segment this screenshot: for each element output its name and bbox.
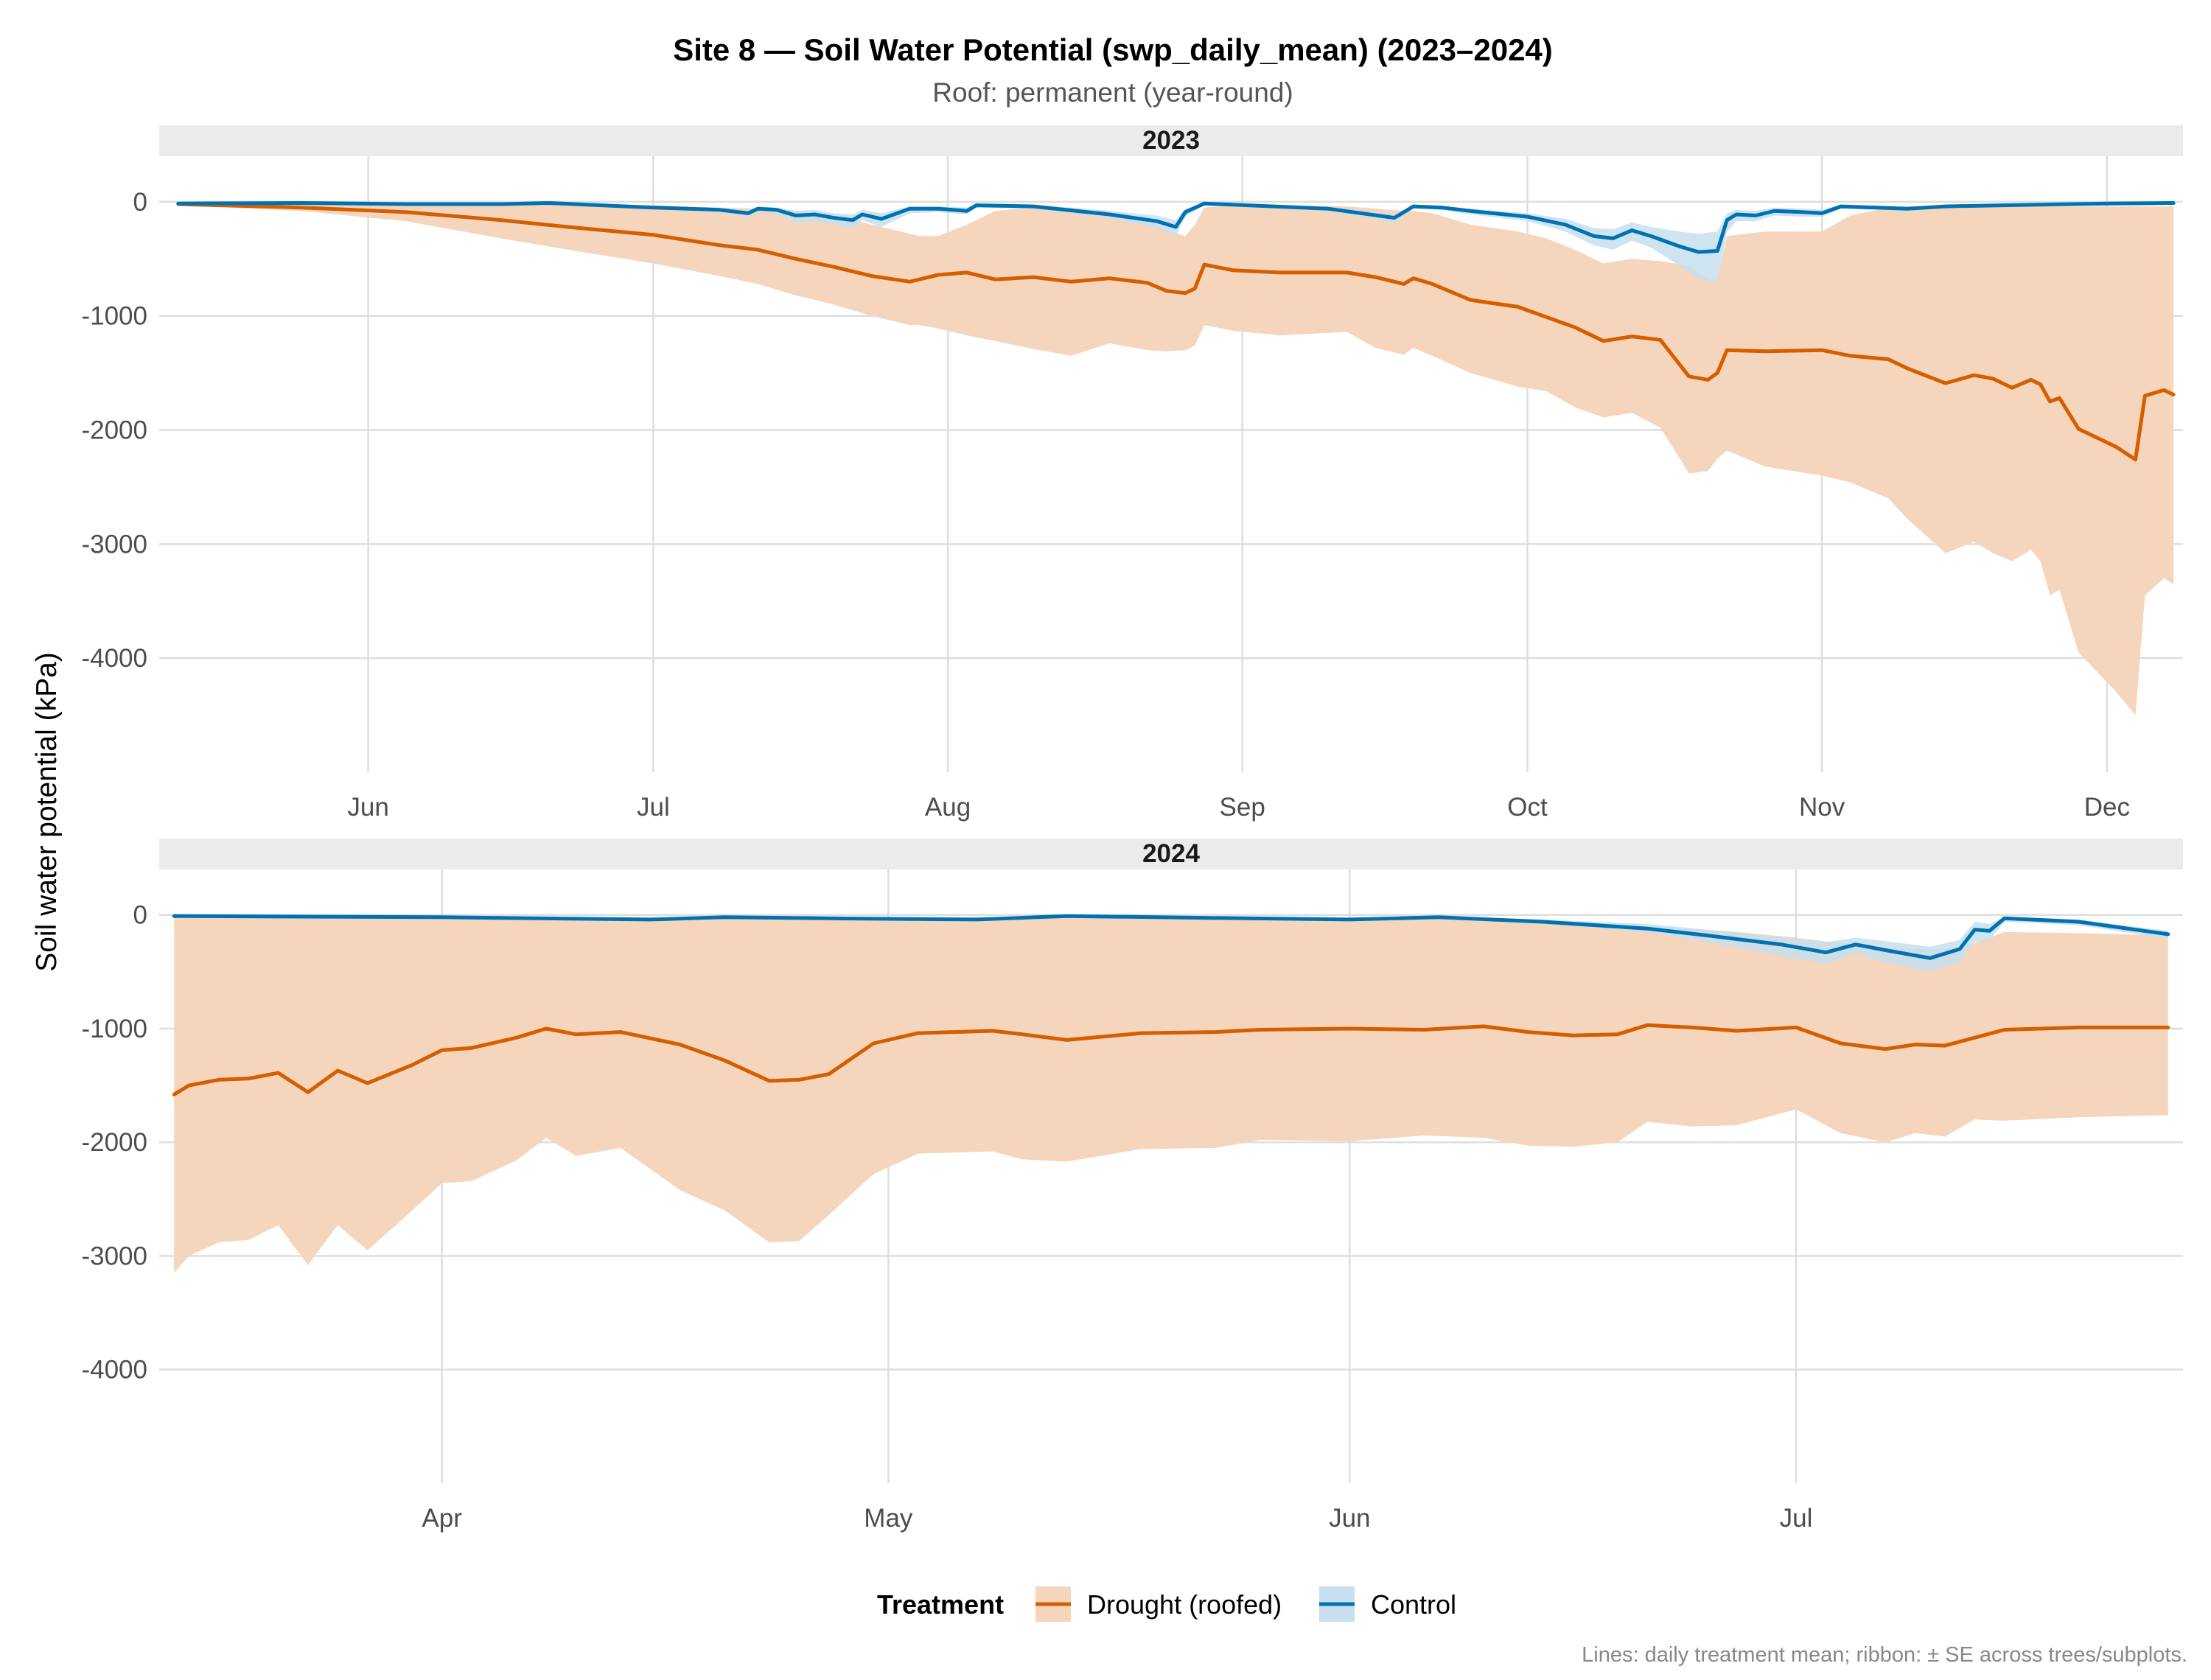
x-tick-label: Jul <box>1780 1504 1813 1533</box>
x-tick-label: Jun <box>347 793 388 822</box>
panel-2024: 2024 0 -1000 -2000 -3000 -4000 Apr May Jun Jul <box>81 839 2183 1533</box>
x-tick-label: Jun <box>1329 1504 1370 1533</box>
series-line-control <box>172 914 2170 960</box>
ribbon-control <box>178 202 2174 282</box>
legend-label-drought: Drought (roofed) <box>1087 1589 1282 1620</box>
x-tick-label: May <box>864 1504 913 1533</box>
y-tick-label: -4000 <box>81 644 147 673</box>
ribbon-drought <box>178 203 2174 715</box>
y-tick-label: 0 <box>133 901 147 930</box>
x-tick-label: Oct <box>1507 793 1548 822</box>
x-tick-label: Apr <box>422 1504 462 1533</box>
legend-label-control: Control <box>1371 1589 1456 1620</box>
y-tick-label: 0 <box>133 188 147 217</box>
y-tick-label: -1000 <box>81 1015 147 1043</box>
series-line-drought <box>172 1023 2170 1096</box>
chart-caption: Lines: daily treatment mean; ribbon: ± S… <box>1582 1643 2187 1667</box>
facet-strip-label: 2024 <box>1142 839 1200 868</box>
x-tick-label: Dec <box>2084 793 2130 822</box>
y-tick-label: -4000 <box>81 1356 147 1385</box>
facet-panels: 2023 0 -1000 -2000 -3000 -4000 Jun Jul Aug Sep Oct… <box>81 125 2183 1533</box>
panel-2023: 2023 0 -1000 -2000 -3000 -4000 Jun Jul Aug Sep Oct… <box>81 125 2183 822</box>
x-tick-label: Sep <box>1220 793 1265 822</box>
series-line-control <box>176 201 2176 254</box>
facet-strip <box>159 125 2183 156</box>
y-tick-label: -3000 <box>81 1242 147 1270</box>
legend-item-drought: Drought (roofed) <box>1035 1586 1282 1622</box>
y-tick-label: -3000 <box>81 530 147 559</box>
y-tick-label: -1000 <box>81 302 147 331</box>
x-tick-label: Nov <box>1799 793 1845 822</box>
legend: Treatment Drought (roofed) Control <box>877 1586 1456 1622</box>
facet-strip <box>159 839 2183 869</box>
legend-title: Treatment <box>877 1589 1004 1620</box>
y-axis-label: Soil water potential (kPa) <box>31 652 63 972</box>
ribbon-drought <box>174 916 2168 1273</box>
y-tick-label: -2000 <box>81 1128 147 1157</box>
series-line-drought <box>176 202 2176 462</box>
x-tick-label: Aug <box>925 793 971 822</box>
y-tick-label: -2000 <box>81 416 147 445</box>
chart-title: Site 8 — Soil Water Potential (swp_daily… <box>673 32 1553 67</box>
legend-item-control: Control <box>1319 1586 1456 1622</box>
chart-subtitle: Roof: permanent (year-round) <box>932 77 1293 108</box>
x-tick-label: Jul <box>637 793 670 822</box>
facet-strip-label: 2023 <box>1142 126 1200 155</box>
